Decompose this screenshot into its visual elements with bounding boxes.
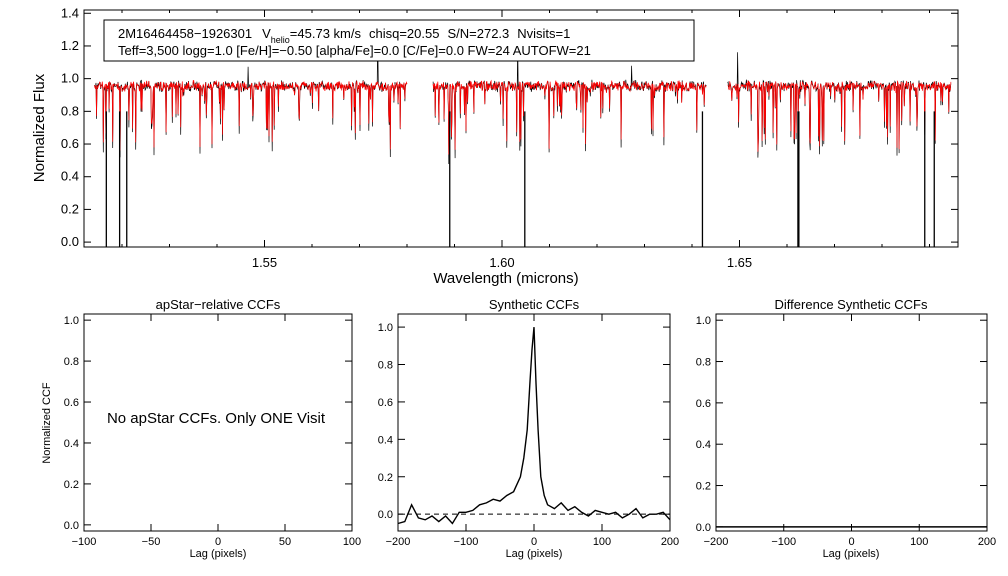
synthetic-ccf-title: Synthetic CCFs bbox=[489, 297, 580, 312]
synthetic-ccf-xtick-label: −100 bbox=[454, 536, 479, 548]
annotation-nvisits: Nvisits=1 bbox=[517, 26, 570, 41]
synthetic-ccf-xlabel: Lag (pixels) bbox=[506, 548, 563, 560]
difference-ccf-ytick-label: 0.0 bbox=[696, 522, 711, 534]
spectrum-ylabel: Normalized Flux bbox=[31, 73, 48, 182]
annotation-vhelio-value: =45.73 km/s bbox=[290, 26, 362, 41]
annotation-box bbox=[103, 19, 695, 62]
synthetic-ccf-curve bbox=[397, 327, 671, 525]
difference-ccf-title: Difference Synthetic CCFs bbox=[775, 297, 928, 312]
synthetic-ccf-ytick-label: 0.4 bbox=[378, 434, 393, 446]
apstar-ccf-xtick-label: 100 bbox=[343, 536, 361, 548]
spectrum-frame bbox=[83, 9, 959, 248]
annotation-line-1: 2M16464458−1926301 Vhelio=45.73 km/s chisq… bbox=[118, 26, 570, 45]
apstar-ccf-ylabel: Normalized CCF bbox=[41, 382, 53, 464]
apstar-ccf-xlabel: Lag (pixels) bbox=[190, 548, 247, 560]
apstar-ccf-xtick-label: 50 bbox=[279, 536, 291, 548]
difference-ccf-ytick-label: 0.8 bbox=[696, 357, 711, 369]
apstar-ccf-ytick-label: 0.4 bbox=[64, 438, 79, 450]
spectrum-model-chip-3 bbox=[727, 80, 952, 152]
spectrum-model-chip-1 bbox=[94, 80, 408, 151]
apstar-ccf-ytick-label: 0.8 bbox=[64, 356, 79, 368]
spectrum-ytick-label: 1.0 bbox=[61, 71, 79, 86]
spectrum-ytick-label: 0.6 bbox=[61, 136, 79, 151]
spectrum-ytick-label: 0.2 bbox=[61, 201, 79, 216]
spectrum-ytick-label: 1.2 bbox=[61, 38, 79, 53]
annotation-snr: S/N=272.3 bbox=[447, 26, 509, 41]
annotation-star: 2M16464458−1926301 bbox=[118, 26, 252, 41]
apstar-ccf-ticks: −100 −50 0 50 100 0.0 0.2 0.4 0.6 0.8 1.0 bbox=[64, 314, 361, 548]
spectrum-ytick-label: 0.4 bbox=[61, 169, 79, 184]
synthetic-ccf-xtick-label: 0 bbox=[531, 536, 537, 548]
difference-ccf-ytick-label: 0.4 bbox=[696, 439, 711, 451]
apstar-ccf-ytick-label: 0.6 bbox=[64, 397, 79, 409]
apstar-ccf-title: apStar−relative CCFs bbox=[156, 297, 281, 312]
synthetic-ccf-ytick-label: 0.0 bbox=[378, 509, 393, 521]
synthetic-ccf-ticks: −200 −100 0 100 200 0.0 0.2 0.4 0.6 0.8 1.0 bbox=[378, 314, 679, 548]
apstar-ccf-xtick-label: −50 bbox=[142, 536, 161, 548]
spectrum-ticks: 1.55 1.60 1.65 0.0 0.2 0.4 0.6 0.8 1.0 1.2 1.4 bbox=[61, 5, 958, 270]
annotation-vhelio-subscript: helio bbox=[271, 35, 290, 45]
synthetic-ccf-xtick-label: 200 bbox=[661, 536, 679, 548]
annotation-vhelio-symbol: V bbox=[262, 26, 271, 41]
spectrum-lines bbox=[94, 34, 952, 247]
spectrum-xtick-label: 1.55 bbox=[252, 255, 277, 270]
difference-ccf-ytick-label: 0.2 bbox=[696, 481, 711, 493]
difference-ccf-xtick-label: 200 bbox=[978, 536, 996, 548]
apstar-ccf-message: No apStar CCFs. Only ONE Visit bbox=[107, 410, 326, 427]
spectrum-xtick-label: 1.60 bbox=[489, 255, 514, 270]
difference-ccf-xtick-label: −100 bbox=[771, 536, 796, 548]
spectrum-ytick-label: 0.8 bbox=[61, 103, 79, 118]
apstar-ccf-xtick-label: −100 bbox=[72, 536, 97, 548]
synthetic-ccf-ytick-label: 1.0 bbox=[378, 322, 393, 334]
apstar-ccf-ytick-label: 1.0 bbox=[64, 315, 79, 327]
spectrum-xtick-label: 1.65 bbox=[727, 255, 752, 270]
difference-ccf-xtick-label: 100 bbox=[910, 536, 928, 548]
apstar-ccf-ytick-label: 0.2 bbox=[64, 479, 79, 491]
annotation-chisq: chisq=20.55 bbox=[369, 26, 439, 41]
spectrum-ytick-label: 0.0 bbox=[61, 234, 79, 249]
difference-ccf-ticks: −200 −100 0 100 200 0.0 0.2 0.4 0.6 0.8 1.0 bbox=[696, 314, 996, 548]
apstar-ccf-frame bbox=[83, 313, 353, 532]
difference-ccf-frame bbox=[715, 313, 988, 532]
difference-ccf-xtick-label: 0 bbox=[848, 536, 854, 548]
synthetic-ccf-ytick-label: 0.2 bbox=[378, 472, 393, 484]
spectrum-xlabel: Wavelength (microns) bbox=[433, 270, 578, 287]
difference-ccf-xlabel: Lag (pixels) bbox=[823, 548, 880, 560]
synthetic-ccf-ytick-label: 0.6 bbox=[378, 397, 393, 409]
spectrum-ytick-label: 1.4 bbox=[61, 5, 79, 20]
synthetic-ccf-xtick-label: −200 bbox=[386, 536, 411, 548]
synthetic-ccf-xtick-label: 100 bbox=[593, 536, 611, 548]
apstar-ccf-ytick-label: 0.0 bbox=[64, 520, 79, 532]
synthetic-ccf-ytick-label: 0.8 bbox=[378, 360, 393, 372]
difference-ccf-xtick-label: −200 bbox=[704, 536, 729, 548]
annotation-line-2: Teff=3,500 logg=1.0 [Fe/H]=−0.50 [alpha/… bbox=[118, 43, 591, 58]
apstar-ccf-xtick-label: 0 bbox=[215, 536, 221, 548]
difference-ccf-ytick-label: 1.0 bbox=[696, 315, 711, 327]
spectrum-model-chip-2 bbox=[432, 79, 707, 155]
difference-ccf-ytick-label: 0.6 bbox=[696, 398, 711, 410]
synthetic-ccf-frame bbox=[397, 313, 671, 532]
